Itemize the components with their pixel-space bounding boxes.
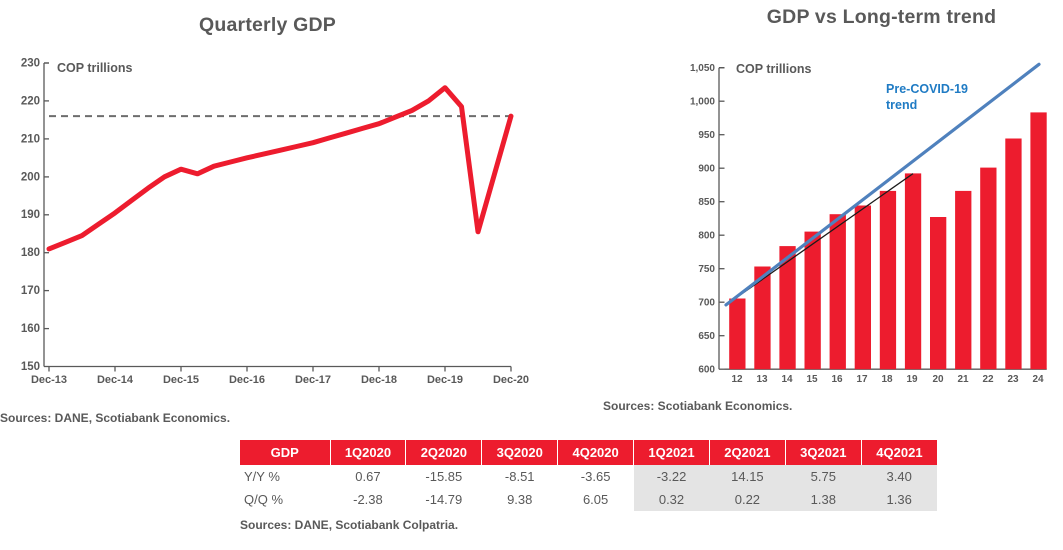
- svg-text:220: 220: [21, 95, 40, 107]
- svg-text:180: 180: [21, 247, 40, 259]
- svg-text:Dec-19: Dec-19: [427, 374, 463, 386]
- svg-text:15: 15: [806, 374, 818, 385]
- svg-text:COP trillions: COP trillions: [57, 61, 133, 75]
- svg-text:700: 700: [698, 298, 715, 309]
- svg-text:trend: trend: [886, 98, 917, 112]
- svg-text:Dec-16: Dec-16: [229, 374, 265, 386]
- svg-text:13: 13: [756, 374, 768, 385]
- svg-text:Dec-13: Dec-13: [31, 374, 67, 386]
- svg-text:21: 21: [957, 374, 969, 385]
- svg-text:800: 800: [698, 231, 715, 242]
- svg-text:Dec-20: Dec-20: [493, 374, 529, 386]
- svg-text:Dec-18: Dec-18: [361, 374, 397, 386]
- svg-text:150: 150: [21, 361, 40, 373]
- svg-text:20: 20: [932, 374, 944, 385]
- svg-text:22: 22: [982, 374, 994, 385]
- svg-text:Pre-COVID-19: Pre-COVID-19: [886, 82, 968, 96]
- svg-text:900: 900: [698, 164, 715, 175]
- svg-text:650: 650: [698, 331, 715, 342]
- svg-text:210: 210: [21, 133, 40, 145]
- svg-text:1,000: 1,000: [690, 97, 715, 108]
- svg-text:200: 200: [21, 171, 40, 183]
- svg-text:COP trillions: COP trillions: [736, 62, 812, 76]
- svg-text:23: 23: [1007, 374, 1019, 385]
- svg-text:24: 24: [1032, 374, 1044, 385]
- svg-text:12: 12: [731, 374, 743, 385]
- svg-text:14: 14: [781, 374, 793, 385]
- svg-text:18: 18: [881, 374, 893, 385]
- svg-text:850: 850: [698, 197, 715, 208]
- svg-text:19: 19: [906, 374, 918, 385]
- svg-text:950: 950: [698, 130, 715, 141]
- svg-text:Dec-14: Dec-14: [97, 374, 134, 386]
- svg-text:16: 16: [831, 374, 843, 385]
- svg-text:Dec-15: Dec-15: [163, 374, 199, 386]
- svg-text:160: 160: [21, 323, 40, 335]
- svg-text:170: 170: [21, 285, 40, 297]
- svg-text:1,050: 1,050: [690, 63, 715, 74]
- svg-text:750: 750: [698, 264, 715, 275]
- svg-text:17: 17: [856, 374, 868, 385]
- svg-text:230: 230: [21, 58, 40, 70]
- svg-text:190: 190: [21, 209, 40, 221]
- svg-text:600: 600: [698, 365, 715, 376]
- svg-text:Dec-17: Dec-17: [295, 374, 331, 386]
